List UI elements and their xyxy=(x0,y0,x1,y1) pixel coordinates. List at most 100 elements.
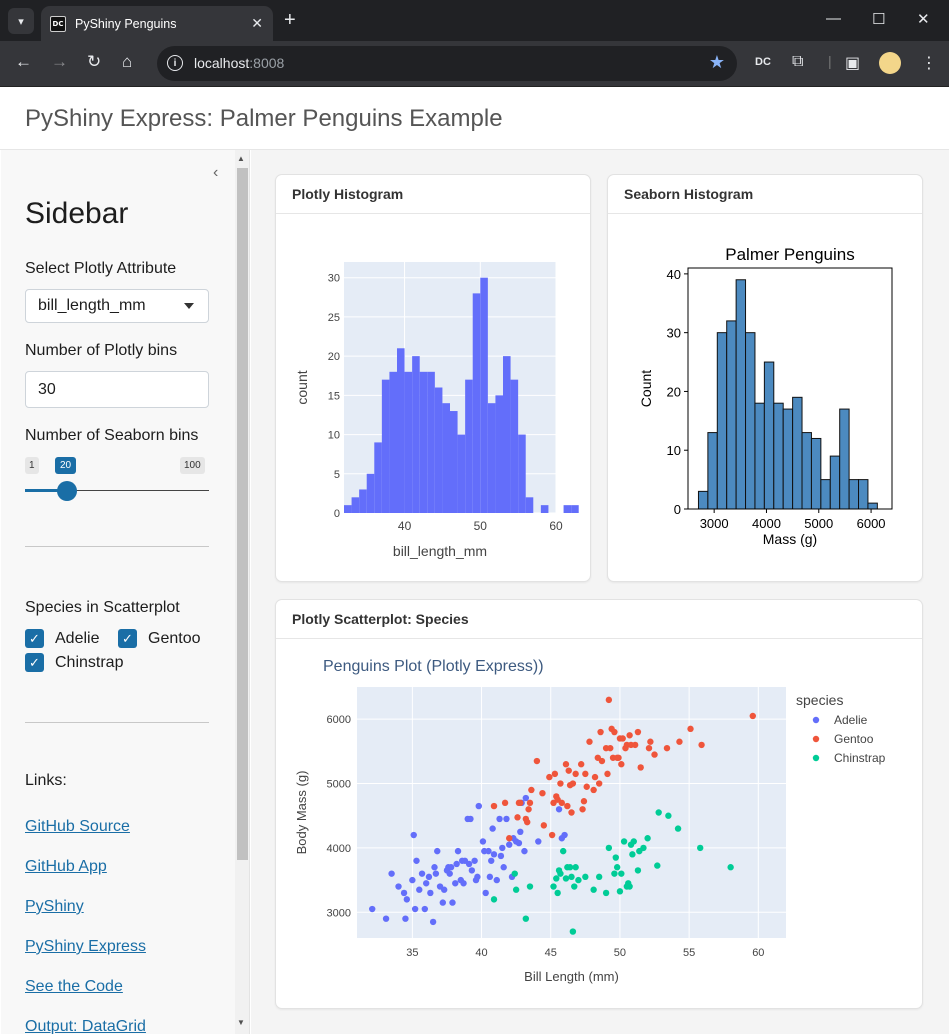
slider-fill xyxy=(25,489,67,492)
side-panel-icon[interactable]: ▣ xyxy=(845,55,861,72)
scatter-point xyxy=(471,857,478,864)
slider-handle[interactable] xyxy=(57,481,77,501)
plot-frame xyxy=(687,267,893,510)
histogram-bar xyxy=(848,479,860,510)
extensions-puzzle-icon[interactable]: ⧉ xyxy=(792,53,804,70)
scatter-point xyxy=(439,899,446,906)
link-see-the-code[interactable]: See the Code xyxy=(25,978,123,995)
histogram-bar xyxy=(773,402,784,510)
scatter-point xyxy=(698,741,705,749)
maximize-icon[interactable]: ☐ xyxy=(872,11,886,28)
histogram-bar xyxy=(792,396,803,510)
gentoo-checkbox-label: Gentoo xyxy=(148,630,201,647)
plotly-bins-input[interactable]: 30 xyxy=(25,371,209,408)
address-bar[interactable]: i localhost:8008 ★ xyxy=(157,46,737,81)
scatter-point xyxy=(644,835,651,842)
link-github-app[interactable]: GitHub App xyxy=(25,858,107,875)
browser-tab-bar: ▾ DC PyShiny Penguins ✕ + — ☐ ✕ xyxy=(0,0,949,41)
scatter-point xyxy=(413,857,420,864)
home-icon[interactable]: ⌂ xyxy=(122,52,133,71)
x-axis-label: bill_length_mm xyxy=(393,543,487,559)
histogram-bar xyxy=(381,379,390,513)
page-title: PyShiny Express: Palmer Penguins Example xyxy=(25,105,503,132)
scatter-point xyxy=(572,864,579,871)
scatter-point xyxy=(497,852,505,860)
site-info-icon[interactable]: i xyxy=(167,55,183,71)
reload-icon[interactable]: ↻ xyxy=(87,52,102,71)
scatter-point xyxy=(597,728,604,736)
menu-kebab-icon[interactable]: ⋮ xyxy=(921,55,937,72)
histogram-bar xyxy=(351,497,360,513)
histogram-bar xyxy=(344,505,352,513)
card-header: Plotly Scatterplot: Species xyxy=(276,600,922,639)
scatter-point xyxy=(452,880,459,887)
adelie-checkbox[interactable]: ✓ xyxy=(25,629,44,648)
card-title: Plotly Scatterplot: Species xyxy=(292,611,469,627)
x-tick-label: 50 xyxy=(614,947,626,959)
scatter-point xyxy=(474,873,481,881)
scatter-point xyxy=(517,828,524,836)
scatter-point xyxy=(612,854,619,861)
scatter-point xyxy=(499,844,506,852)
scatter-point xyxy=(447,864,455,871)
scatter-point xyxy=(490,851,498,858)
sidebar-collapse-chevron-icon[interactable]: ‹ xyxy=(213,164,219,181)
chinstrap-checkbox[interactable]: ✓ xyxy=(25,653,44,672)
scatter-point xyxy=(572,770,579,778)
scatter-point xyxy=(460,880,467,887)
scatter-point xyxy=(554,889,561,897)
sidebar-scrollbar-thumb[interactable] xyxy=(237,168,248,860)
histogram-bar xyxy=(801,432,812,510)
browser-tab[interactable]: DC PyShiny Penguins ✕ xyxy=(41,6,273,41)
tab-search-button[interactable]: ▾ xyxy=(8,8,34,34)
scatter-point xyxy=(501,799,509,807)
seaborn-bins-slider[interactable] xyxy=(25,490,209,491)
profile-avatar[interactable] xyxy=(879,52,901,74)
histogram-bar xyxy=(782,408,794,510)
y-tick-label: 3000 xyxy=(327,907,351,919)
scatter-point xyxy=(454,847,462,855)
gentoo-checkbox[interactable]: ✓ xyxy=(118,629,137,648)
scatter-point xyxy=(421,905,429,913)
scatter-point xyxy=(475,802,482,810)
link-pyshiny-express[interactable]: PyShiny Express xyxy=(25,938,146,955)
card-title: Seaborn Histogram xyxy=(624,186,754,202)
species-label: Species in Scatterplot xyxy=(25,599,180,616)
histogram-bar xyxy=(434,387,443,513)
minimize-icon[interactable]: — xyxy=(826,10,841,27)
tab-close-icon[interactable]: ✕ xyxy=(251,15,263,31)
scatter-point xyxy=(418,870,426,877)
scatter-point xyxy=(488,857,495,864)
histogram-bar xyxy=(745,332,756,510)
scatter-point xyxy=(546,773,553,781)
histogram-bar xyxy=(450,411,458,513)
scatter-point xyxy=(749,712,756,720)
scatter-point xyxy=(388,870,395,877)
histogram-bar xyxy=(412,356,420,513)
scatter-point xyxy=(526,883,534,890)
x-tick-label: 3000 xyxy=(700,516,729,531)
link-github-source[interactable]: GitHub Source xyxy=(25,818,130,835)
forward-icon[interactable]: → xyxy=(51,52,68,71)
histogram-bar xyxy=(763,361,775,510)
bookmark-star-icon[interactable]: ★ xyxy=(708,52,725,72)
link-output-datagrid[interactable]: Output: DataGrid xyxy=(25,1018,146,1034)
histogram-bar xyxy=(427,371,435,513)
scroll-down-icon[interactable]: ▼ xyxy=(237,1018,245,1027)
links-label: Links: xyxy=(25,772,67,789)
scatter-point xyxy=(550,883,557,890)
scatter-point xyxy=(515,839,523,847)
scatter-point xyxy=(453,860,460,868)
scatter-point xyxy=(618,870,625,877)
new-tab-icon[interactable]: + xyxy=(284,9,296,31)
extension-dc-icon[interactable]: DC xyxy=(755,56,771,68)
link-pyshiny[interactable]: PyShiny xyxy=(25,898,84,915)
attribute-select[interactable]: bill_length_mm xyxy=(25,289,209,323)
scroll-up-icon[interactable]: ▲ xyxy=(237,154,245,163)
caret-down-icon xyxy=(184,303,194,309)
y-tick-label: 5 xyxy=(334,469,340,481)
histogram-bar xyxy=(829,455,841,510)
scatter-point xyxy=(382,915,390,922)
window-close-icon[interactable]: ✕ xyxy=(917,11,930,28)
back-icon[interactable]: ← xyxy=(15,52,32,71)
